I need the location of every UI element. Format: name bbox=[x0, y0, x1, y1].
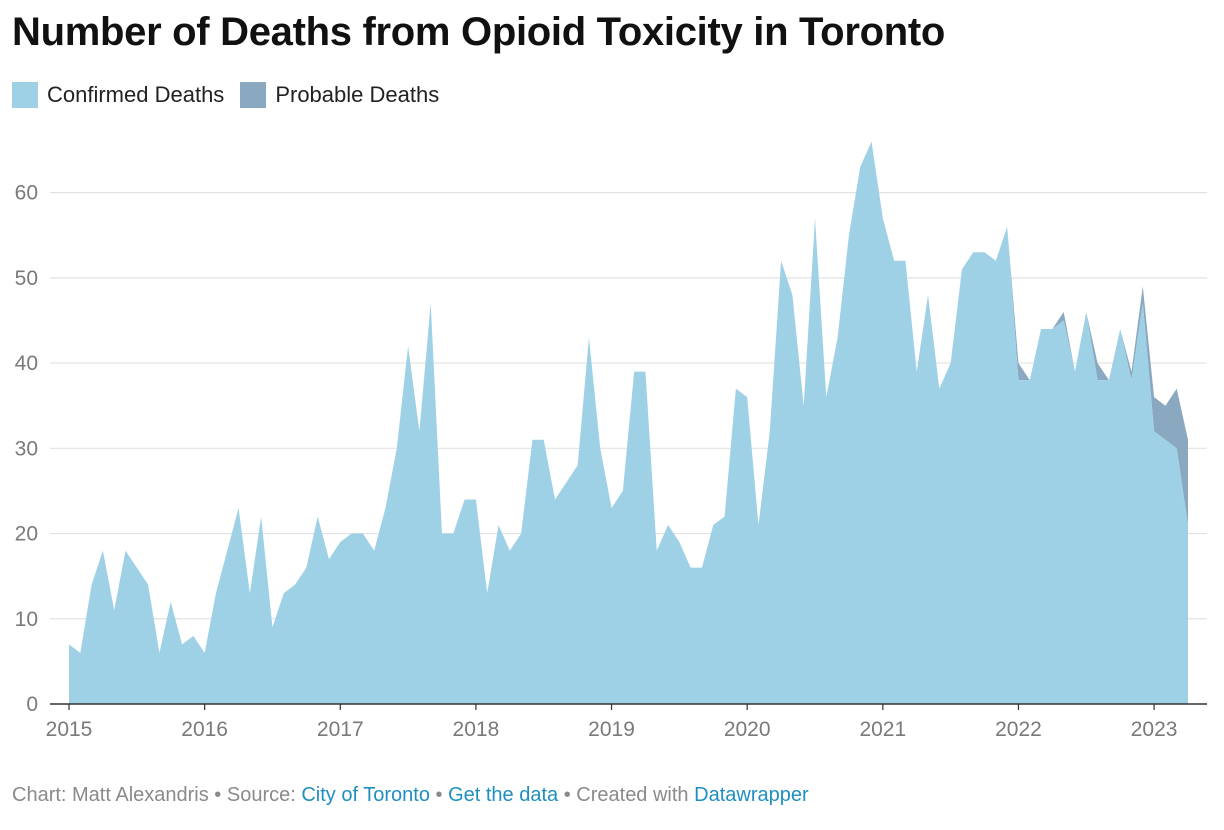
footer-separator: • bbox=[208, 784, 227, 806]
datawrapper-link[interactable]: Datawrapper bbox=[694, 784, 809, 806]
x-tick-label: 2015 bbox=[46, 718, 93, 741]
x-tick-label: 2022 bbox=[995, 718, 1042, 741]
footer-source-prefix: Source: bbox=[226, 784, 302, 806]
x-tick-label: 2021 bbox=[859, 718, 906, 741]
footer: Chart: Matt Alexandris • Source: City of… bbox=[12, 784, 809, 807]
legend-swatch-confirmed bbox=[12, 82, 38, 108]
legend-label-probable: Probable Deaths bbox=[275, 82, 440, 107]
y-tick-label: 0 bbox=[26, 693, 38, 716]
x-tick-label: 2016 bbox=[181, 718, 228, 741]
legend-item-confirmed: Confirmed Deaths bbox=[12, 82, 224, 108]
y-tick-label: 50 bbox=[15, 267, 38, 290]
y-tick-label: 10 bbox=[15, 608, 38, 631]
x-tick-label: 2017 bbox=[317, 718, 364, 741]
footer-separator: • bbox=[558, 784, 577, 806]
footer-created-prefix: Created with bbox=[576, 784, 695, 806]
area-chart: 0 10 20 30 40 50 60 2015 2016 2017 2018 2019 2020 202… bbox=[15, 141, 1207, 741]
get-data-link[interactable]: Get the data bbox=[448, 784, 559, 806]
footer-separator: • bbox=[429, 784, 449, 806]
x-tick-label: 2020 bbox=[724, 718, 771, 741]
x-tick-label: 2019 bbox=[588, 718, 635, 741]
legend: Confirmed Deaths Probable Deaths bbox=[12, 82, 439, 108]
series-area-confirmed-deaths bbox=[69, 141, 1188, 705]
y-tick-label: 40 bbox=[15, 352, 38, 375]
chart-title: Number of Deaths from Opioid Toxicity in… bbox=[12, 10, 946, 54]
y-tick-label: 30 bbox=[15, 437, 38, 460]
legend-label-confirmed: Confirmed Deaths bbox=[47, 82, 225, 107]
x-tick-label: 2023 bbox=[1131, 718, 1178, 741]
y-tick-label: 60 bbox=[15, 182, 38, 205]
source-link[interactable]: City of Toronto bbox=[301, 784, 430, 806]
footer-author: Chart: Matt Alexandris bbox=[12, 784, 209, 806]
legend-swatch-probable bbox=[240, 82, 267, 108]
x-tick-label: 2018 bbox=[453, 718, 500, 741]
legend-item-probable: Probable Deaths bbox=[240, 82, 439, 108]
y-tick-label: 20 bbox=[15, 523, 38, 546]
